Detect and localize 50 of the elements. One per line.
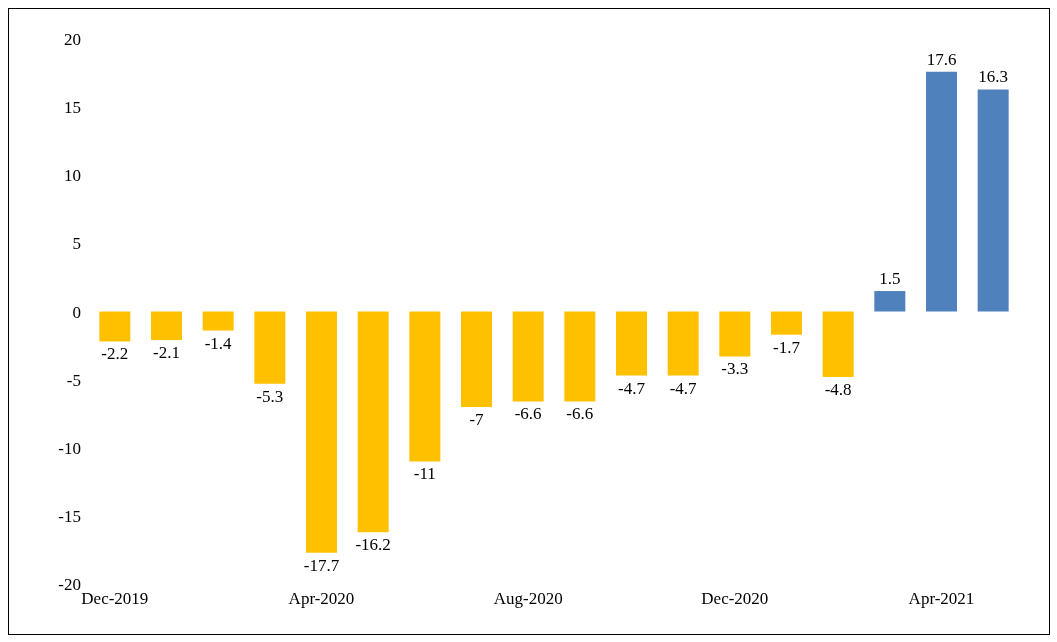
data-label: -6.6 — [514, 404, 542, 424]
y-tick-label: 15 — [64, 98, 81, 118]
bar — [564, 311, 596, 402]
bar — [977, 89, 1009, 312]
bar — [616, 311, 647, 376]
bar — [151, 311, 182, 341]
bar — [719, 311, 751, 357]
data-label: -4.7 — [618, 378, 646, 398]
x-tick-label: Dec-2019 — [81, 589, 149, 609]
data-label: 17.6 — [926, 49, 957, 69]
bar — [926, 71, 957, 312]
x-tick-label: Aug-2020 — [493, 589, 563, 609]
bar — [822, 311, 854, 377]
data-label: -6.6 — [566, 404, 594, 424]
data-label: -7 — [469, 409, 485, 429]
data-label: -5.3 — [256, 386, 284, 406]
data-label: 16.3 — [978, 67, 1009, 87]
data-label: -4.8 — [824, 379, 852, 399]
bar — [99, 311, 131, 342]
bar — [771, 311, 802, 335]
y-tick-label: 10 — [64, 166, 81, 186]
x-tick-label: Dec-2020 — [701, 589, 769, 609]
y-tick-label: -5 — [66, 370, 81, 390]
x-tick-label: Apr-2021 — [908, 589, 975, 609]
data-label: -11 — [413, 464, 436, 484]
data-label: -3.3 — [721, 359, 749, 379]
y-tick-label: -15 — [58, 506, 81, 526]
y-tick-label: -20 — [58, 575, 81, 595]
x-tick-label: Apr-2020 — [288, 589, 355, 609]
data-label: -16.2 — [355, 535, 391, 555]
bar — [667, 311, 699, 376]
y-tick-label: 20 — [64, 30, 81, 50]
data-label: -17.7 — [303, 555, 340, 575]
bar — [202, 311, 234, 331]
data-label: -4.7 — [669, 378, 698, 398]
bar — [254, 311, 286, 384]
data-label: -1.7 — [773, 337, 801, 357]
y-tick-label: 0 — [72, 302, 81, 322]
data-label: -2.2 — [101, 344, 129, 364]
y-tick-label: -10 — [58, 438, 81, 458]
data-label: -1.4 — [204, 333, 233, 353]
y-tick-label: 5 — [72, 234, 81, 254]
bar — [512, 311, 544, 402]
data-label: -2.1 — [153, 343, 180, 363]
bar — [874, 291, 906, 312]
bar — [409, 311, 441, 462]
bar — [461, 311, 492, 407]
data-label: 1.5 — [879, 269, 901, 289]
bar — [357, 311, 389, 533]
bar — [306, 311, 337, 553]
